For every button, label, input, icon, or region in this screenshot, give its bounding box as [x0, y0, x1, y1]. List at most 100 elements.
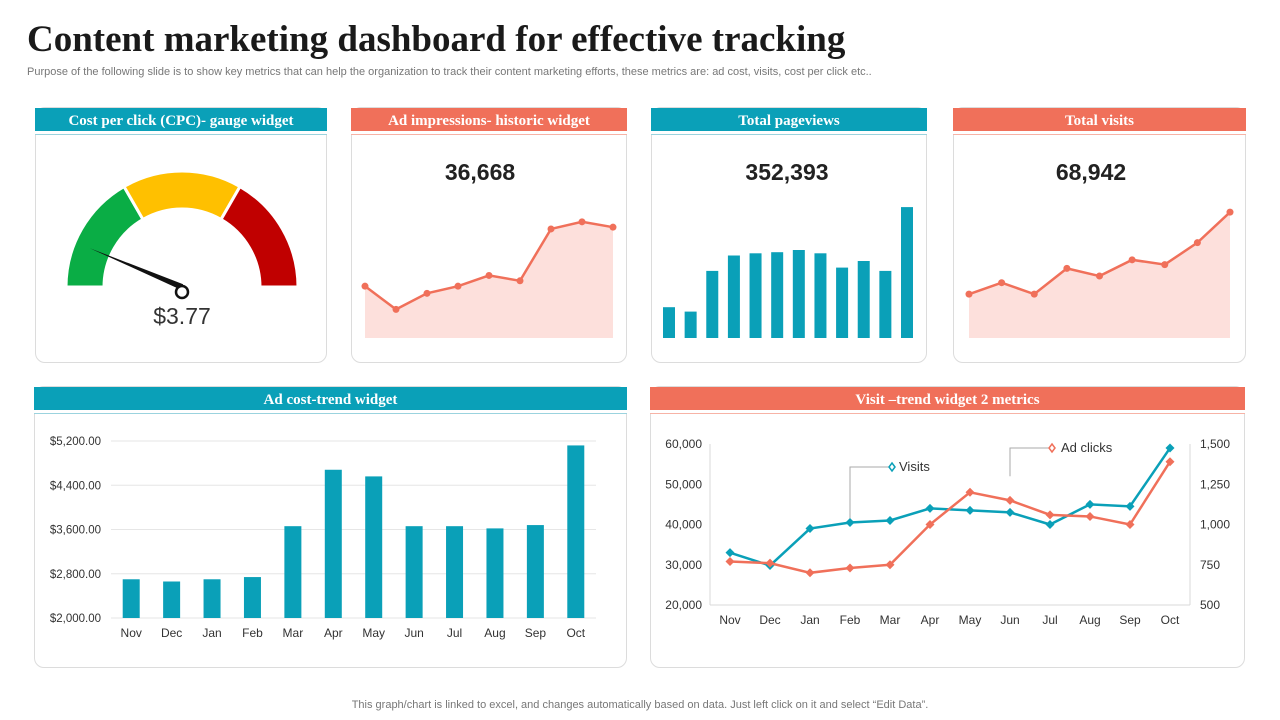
cpc-gauge-header: Cost per click (CPC)- gauge widget — [35, 108, 327, 134]
adcost-bar — [203, 579, 221, 618]
pageviews-bar — [663, 307, 675, 338]
trend-xtick-label: Feb — [840, 613, 861, 627]
cpc-gauge-chart: $3.77 — [64, 169, 300, 329]
visits-point — [998, 279, 1006, 287]
pageviews-chart — [663, 207, 913, 338]
adclicks-series-point — [925, 520, 935, 529]
pageviews-bar — [836, 267, 849, 338]
adclicks-series-point — [965, 487, 975, 497]
pageviews-bar — [792, 250, 805, 338]
visits-series-point — [1165, 443, 1175, 453]
adclicks-series-point — [1045, 510, 1055, 520]
trend-left-tick-label: 60,000 — [665, 437, 702, 451]
visits-chart — [965, 208, 1234, 338]
visits-point — [1193, 239, 1201, 247]
trend-xtick-label: Apr — [921, 613, 940, 627]
visits-point — [1161, 261, 1169, 269]
impressions-point — [609, 223, 617, 231]
adcost-bar — [526, 525, 544, 618]
adcost-bar — [243, 577, 261, 618]
gauge-segment-yellow — [121, 169, 243, 222]
impressions-point — [578, 218, 586, 226]
visits-series-line — [729, 447, 1172, 567]
visits-series-point — [1125, 501, 1135, 511]
trend-xtick-label: Dec — [759, 613, 780, 627]
pageviews-bar — [814, 253, 827, 338]
adclicks-series-point — [1125, 520, 1135, 529]
footer-note: This graph/chart is linked to excel, and… — [351, 699, 929, 711]
ad-impressions-total: 36,668 — [444, 159, 516, 185]
visits-header: Total visits — [953, 108, 1246, 134]
adcost-xtick-label: Jan — [202, 626, 221, 640]
adcost-bar — [567, 445, 585, 618]
visits-series-point — [885, 515, 895, 525]
trend-xtick-label: Sep — [1119, 613, 1141, 627]
pageviews-bar — [771, 252, 784, 338]
visits-series-point — [725, 548, 735, 558]
adclicks-legend-label: Ad clicks — [1061, 440, 1113, 455]
visits-point — [1128, 256, 1136, 264]
trend-xtick-label: Oct — [1161, 613, 1180, 627]
visit-trend-card[interactable] — [650, 386, 1245, 668]
impressions-point — [392, 305, 400, 313]
visits-total: 68,942 — [1055, 159, 1127, 185]
adcost-xtick-label: Sep — [525, 626, 547, 640]
pageviews-bar — [684, 311, 697, 338]
adcost-xtick-label: Jun — [404, 626, 423, 640]
gauge-segment-red — [218, 184, 300, 289]
adcost-bar — [405, 526, 423, 618]
pageviews-bar — [857, 261, 870, 338]
trend-xtick-label: Mar — [880, 613, 901, 627]
adclicks-series-point — [885, 560, 895, 570]
visits-area — [969, 212, 1230, 338]
adclicks-series-line — [729, 461, 1172, 575]
adcost-bar — [122, 579, 140, 618]
trend-left-tick-label: 50,000 — [665, 477, 702, 491]
visits-series-point — [1005, 507, 1015, 517]
adclicks-series-point — [1165, 457, 1175, 467]
adcost-xtick-label: Dec — [161, 626, 182, 640]
adcost-bar — [365, 476, 383, 618]
adcost-ytick-label: $2,000.00 — [50, 613, 101, 625]
adcost-bar — [163, 581, 181, 618]
visits-legend-marker — [888, 461, 896, 473]
visits-callout-line — [849, 466, 892, 523]
adclicks-callout-line — [1009, 447, 1050, 477]
adclicks-series-point — [805, 568, 815, 578]
gauge-needle — [89, 248, 184, 290]
trend-xtick-label: Aug — [1079, 613, 1100, 627]
visit-trend-chart: 20,000 30,000 40,000 50,000 60,000 500 750 1,00… — [665, 437, 1230, 627]
trend-left-tick-label: 30,000 — [665, 558, 702, 572]
adcost-xtick-label: Apr — [324, 626, 343, 640]
pageviews-bar — [901, 207, 913, 338]
adclicks-series-point — [765, 558, 775, 568]
trend-left-tick-label: 40,000 — [665, 518, 702, 532]
adcost-xtick-label: Oct — [566, 626, 585, 640]
adcost-ytick-label: $5,200.00 — [50, 436, 101, 448]
pageviews-bar — [879, 270, 892, 338]
visits-point — [1030, 290, 1038, 298]
pageviews-total: 352,393 — [745, 159, 829, 185]
adclicks-series-point — [725, 557, 735, 567]
trend-xtick-label: Jul — [1042, 613, 1057, 627]
adcost-xtick-label: May — [362, 626, 385, 640]
impressions-point — [423, 289, 431, 297]
adcost-bar — [486, 528, 504, 618]
visits-legend-label: Visits — [899, 459, 930, 474]
visits-series-point — [805, 524, 815, 534]
pageviews-bar — [727, 255, 740, 338]
adcost-ytick-label: $3,600.00 — [50, 525, 101, 537]
ad-impressions-header: Ad impressions- historic widget — [351, 108, 627, 134]
visits-point — [1226, 208, 1234, 216]
visits-series-point — [845, 517, 855, 527]
ad-cost-trend-chart: $2,000.00 $2,800.00 $3,600.00 $4,400.00 $5,2… — [50, 436, 596, 640]
adcost-xtick-label: Nov — [121, 626, 142, 640]
visits-series-point — [1085, 499, 1095, 509]
trend-right-tick-label: 1,500 — [1200, 437, 1230, 451]
adclicks-series-point — [1005, 495, 1015, 505]
impressions-point — [454, 282, 462, 290]
adcost-ytick-label: $4,400.00 — [50, 480, 101, 492]
ad-cost-trend-header: Ad cost-trend widget — [34, 387, 627, 413]
visits-point — [1063, 264, 1071, 272]
impressions-point — [485, 271, 493, 279]
